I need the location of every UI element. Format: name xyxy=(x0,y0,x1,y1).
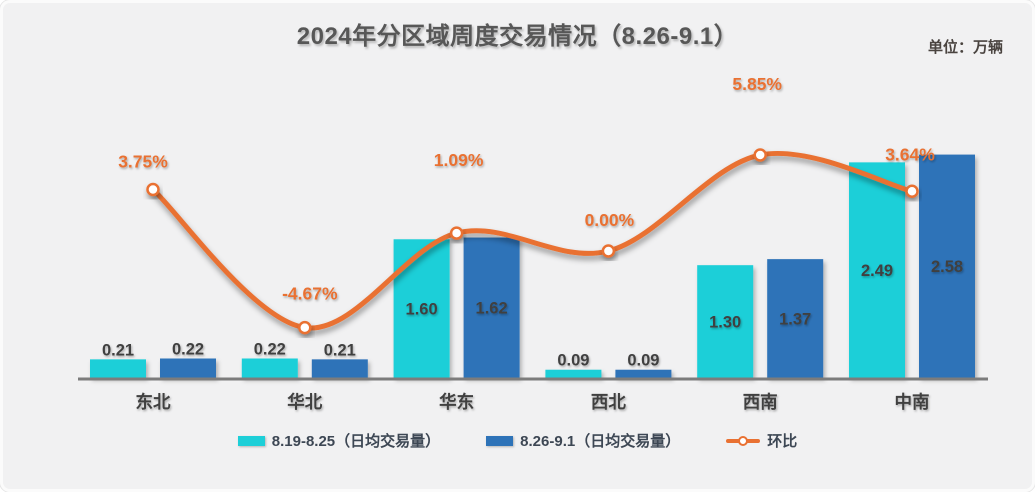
wow-value-label: 1.09% xyxy=(434,150,484,170)
wow-value-label: 0.00% xyxy=(585,210,635,230)
bar-series0-华东 xyxy=(393,239,450,378)
bar-value-label: 0.21 xyxy=(324,341,356,359)
category-label-西南: 西南 xyxy=(743,392,778,412)
wow-marker-西北 xyxy=(601,244,616,258)
legend-item-week-curr: 8.26-9.1（日均交易量） xyxy=(486,430,680,451)
unit-label: 单位：万辆 xyxy=(927,39,1003,56)
bar-value-label: 2.58 xyxy=(931,258,963,276)
bar-series1-西北 xyxy=(615,369,672,378)
legend-label-week-curr: 8.26-9.1（日均交易量） xyxy=(520,433,681,450)
wow-marker-西南 xyxy=(753,148,767,162)
category-label-华东: 华东 xyxy=(439,392,474,412)
bar-value-label: 0.09 xyxy=(627,352,659,370)
bar-value-label: 1.62 xyxy=(476,300,508,318)
bar-series0-西南 xyxy=(697,265,754,378)
legend-line-dot-icon xyxy=(738,435,749,446)
bar-value-label: 0.09 xyxy=(557,352,589,370)
chart-title: 2024年分区域周度交易情况（8.26-9.1） xyxy=(296,23,739,50)
bar-series0-西北 xyxy=(545,369,602,378)
category-label-东北: 东北 xyxy=(136,392,171,412)
category-label-华北: 华北 xyxy=(287,392,322,412)
legend-label-wow: 环比 xyxy=(767,433,798,450)
bar-value-label: 0.21 xyxy=(102,341,134,359)
category-label-中南: 中南 xyxy=(895,392,930,412)
bar-value-label: 1.37 xyxy=(779,310,811,328)
bar-value-label: 0.22 xyxy=(172,340,204,358)
bar-series0-东北 xyxy=(90,359,146,378)
chart-legend: 8.19-8.25（日均交易量） 8.26-9.1（日均交易量） 环比 xyxy=(0,430,1035,451)
legend-label-week-prev: 8.19-8.25（日均交易量） xyxy=(271,433,441,450)
legend-line-marker-icon xyxy=(726,435,761,447)
bar-series1-西南 xyxy=(767,259,824,378)
bar-value-label: 2.49 xyxy=(861,262,893,280)
legend-swatch-week-curr-icon xyxy=(486,435,514,446)
legend-item-week-prev: 8.19-8.25（日均交易量） xyxy=(237,430,441,451)
bar-value-label: 0.22 xyxy=(254,340,286,358)
bar-series1-中南 xyxy=(919,154,975,378)
bar-series1-华东 xyxy=(463,237,520,378)
bar-series1-华北 xyxy=(311,359,368,378)
legend-item-wow: 环比 xyxy=(726,430,797,451)
wow-value-label: 5.85% xyxy=(732,74,782,94)
bar-series1-东北 xyxy=(160,358,216,378)
bar-series0-中南 xyxy=(849,162,905,378)
bar-value-label: 1.30 xyxy=(709,313,741,331)
bar-series0-华北 xyxy=(241,358,298,378)
wow-marker-中南 xyxy=(905,184,919,199)
wow-value-label: -4.67% xyxy=(282,284,338,304)
bar-value-label: 1.60 xyxy=(406,300,438,318)
legend-swatch-week-prev-icon xyxy=(237,435,265,446)
wow-value-label: 3.75% xyxy=(118,151,168,171)
wow-marker-东北 xyxy=(146,182,160,197)
wow-value-label: 3.64% xyxy=(885,144,935,164)
wow-marker-华东 xyxy=(449,226,464,240)
wow-marker-华北 xyxy=(298,320,312,335)
category-label-西北: 西北 xyxy=(591,392,626,412)
